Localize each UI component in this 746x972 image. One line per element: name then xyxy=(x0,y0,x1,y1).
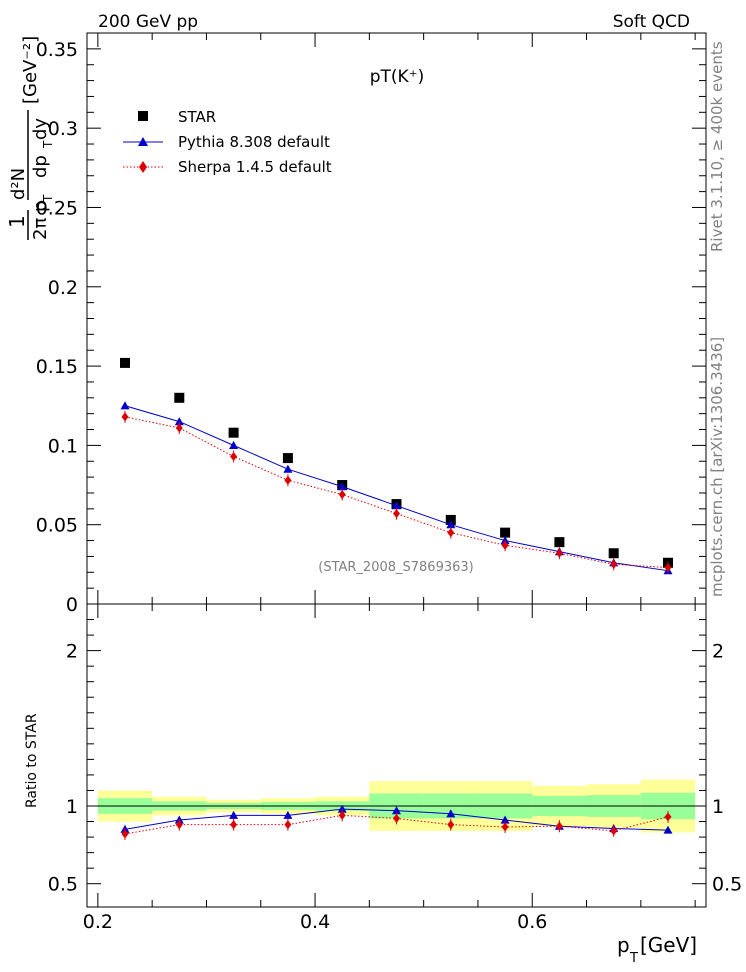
main-point-1-4 xyxy=(337,482,347,491)
legend-marker-star xyxy=(138,111,148,121)
main-line-1 xyxy=(124,405,669,572)
ylabel-dpt: dp xyxy=(30,155,51,178)
ratio-ytick-label-right: 1 xyxy=(712,796,724,818)
ratio-ytick-label-right: 0.5 xyxy=(712,874,742,896)
ratio-xtick-label: 0.6 xyxy=(517,911,547,933)
header-left-label: 200 GeV pp xyxy=(98,12,198,32)
legend: STAR Pythia 8.308 default Sherpa 1.4.5 d… xyxy=(123,108,332,176)
ratio-point-0-3 xyxy=(283,810,293,819)
ratio-point-0-2 xyxy=(229,810,239,819)
ratio-ylabel: Ratio to STAR xyxy=(24,713,40,808)
main-point-0-6 xyxy=(445,514,456,525)
main-point-0-7 xyxy=(500,527,511,538)
main-point-1-3 xyxy=(283,464,293,473)
main-point-2-8 xyxy=(555,548,563,558)
ratio-point-1-9 xyxy=(610,826,618,836)
main-point-0-9 xyxy=(608,548,619,559)
main-point-2-2 xyxy=(230,451,238,462)
ratio-point-0-5 xyxy=(392,806,401,815)
legend-label-star: STAR xyxy=(178,108,216,126)
main-point-2-7 xyxy=(501,540,509,550)
main-point-1-2 xyxy=(229,440,239,449)
ratio-point-1-6 xyxy=(447,820,455,830)
ylabel-one: 1 xyxy=(5,215,29,228)
ratio-point-1-5 xyxy=(393,813,400,823)
main-ytick-label: 0.2 xyxy=(48,277,78,299)
ylabel-sub-t-2: T xyxy=(41,140,55,149)
ratio-frame xyxy=(86,603,707,908)
main-point-2-6 xyxy=(447,528,455,538)
ratio-ytick-label: 1 xyxy=(66,796,78,818)
main-point-2-3 xyxy=(284,475,292,485)
ylabel-unit: [GeV⁻²] xyxy=(20,36,41,104)
ratio-ticks: 0.5 0.5 1 1 2 2 0.2 0.4 0.6 xyxy=(48,604,742,933)
legend-marker-sherpa xyxy=(139,161,147,173)
main-point-2-10 xyxy=(664,562,672,573)
ratio-point-0-4 xyxy=(337,804,347,813)
ratio-ytick-label: 0.5 xyxy=(48,874,78,896)
main-point-0-2 xyxy=(228,427,239,438)
main-point-1-0 xyxy=(120,401,130,410)
ratio-panel: 0.5 0.5 1 1 2 2 0.2 0.4 0.6 Ratio to STAR p T [G… xyxy=(24,603,742,966)
xlabel-p: p xyxy=(617,933,630,957)
rivet-label: Rivet 3.1.10, ≥ 400k events xyxy=(708,41,726,252)
ratio-point-0-10 xyxy=(663,825,673,834)
main-panel: 0 0.05 0.1 0.15 0.2 0.25 0.3 0.35 pT(K⁺) (STAR_… xyxy=(5,32,707,616)
legend-marker-pythia xyxy=(138,137,148,146)
ratio-point-1-10 xyxy=(664,812,672,822)
ratio-ytick-label-right: 2 xyxy=(712,641,724,663)
header-right-label: Soft QCD xyxy=(613,12,690,32)
xlabel-unit: [GeV] xyxy=(640,933,697,957)
ylabel-dy: dy xyxy=(30,118,51,140)
main-ylabel: 1 2π p T d²N dp T dy [GeV⁻²] xyxy=(5,36,55,240)
ylabel-sub-t-1: T xyxy=(41,194,55,203)
main-title: pT(K⁺) xyxy=(370,67,425,87)
main-point-2-4 xyxy=(338,490,346,500)
main-ytick-label: 0.25 xyxy=(36,197,78,219)
ratio-point-1-3 xyxy=(284,820,292,830)
ratio-point-1-2 xyxy=(230,820,238,830)
main-ytick-label: 0.3 xyxy=(48,118,78,140)
main-point-0-3 xyxy=(282,453,293,464)
xlabel-sub-t: T xyxy=(629,951,638,966)
ratio-point-0-6 xyxy=(446,809,456,818)
main-point-0-8 xyxy=(554,537,565,548)
ratio-point-1-1 xyxy=(175,820,183,830)
main-point-2-9 xyxy=(610,559,618,569)
ratio-point-1-7 xyxy=(501,822,509,832)
main-marks xyxy=(120,357,673,575)
ylabel-d2n: d²N xyxy=(8,168,29,200)
mcplots-label: mcplots.cern.ch [arXiv:1306.3436] xyxy=(708,337,726,597)
ratio-xtick-label: 0.4 xyxy=(300,911,330,933)
main-point-0-0 xyxy=(120,357,131,368)
ratio-marks xyxy=(120,804,673,840)
main-line-2 xyxy=(124,416,669,569)
main-ytick-label: 0.35 xyxy=(36,39,78,61)
main-ytick-label: 0 xyxy=(66,594,78,616)
main-ticks: 0 0.05 0.1 0.15 0.2 0.25 0.3 0.35 xyxy=(36,33,706,616)
main-ytick-label: 0.05 xyxy=(36,515,78,537)
main-ytick-label: 0.15 xyxy=(36,356,78,378)
ylabel-two-pi: 2π p xyxy=(30,201,51,240)
main-point-1-1 xyxy=(174,417,184,426)
ratio-point-1-8 xyxy=(555,821,563,831)
ratio-point-1-0 xyxy=(121,829,129,839)
main-point-1-6 xyxy=(446,520,456,529)
legend-label-sherpa: Sherpa 1.4.5 default xyxy=(178,158,332,176)
ratio-ytick-label: 2 xyxy=(66,641,78,663)
main-point-2-1 xyxy=(175,423,183,433)
main-point-2-0 xyxy=(121,412,129,422)
ratio-xlabel: p T [GeV] xyxy=(617,933,697,966)
main-point-2-5 xyxy=(393,509,400,519)
ratio-point-0-7 xyxy=(500,815,510,824)
main-ytick-label: 0.1 xyxy=(48,435,78,457)
ratio-bands xyxy=(97,779,696,833)
ratio-xtick-label: 0.2 xyxy=(83,911,113,933)
ratio-point-1-4 xyxy=(338,810,346,820)
main-point-0-1 xyxy=(174,392,185,403)
legend-label-pythia: Pythia 8.308 default xyxy=(178,133,330,151)
main-point-1-5 xyxy=(392,501,401,510)
watermark-label: (STAR_2008_S7869363) xyxy=(318,560,474,575)
